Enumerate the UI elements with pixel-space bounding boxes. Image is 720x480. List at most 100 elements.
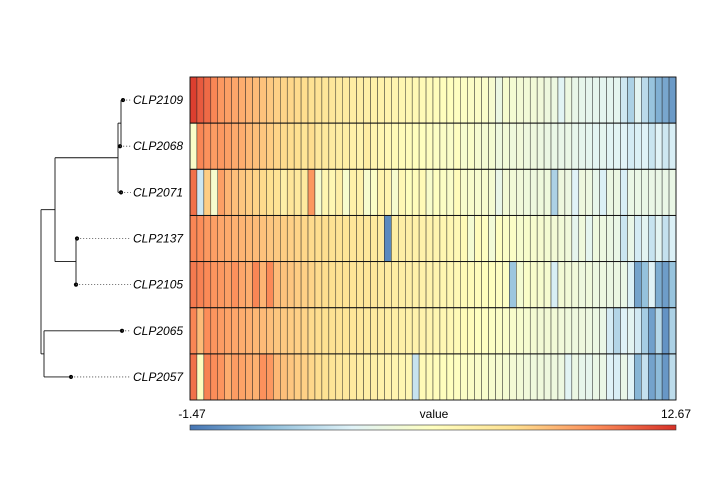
heatmap-cell bbox=[418, 215, 427, 262]
heatmap-cell bbox=[641, 307, 649, 355]
heatmap-cell bbox=[661, 215, 670, 262]
heatmap-cell bbox=[328, 307, 337, 355]
heatmap-cell bbox=[217, 261, 225, 308]
heatmap-cell bbox=[224, 307, 232, 355]
heatmap-cell bbox=[300, 307, 309, 355]
heatmap-cell bbox=[259, 307, 267, 355]
heatmap-cell bbox=[648, 76, 656, 124]
heatmap-cell bbox=[585, 307, 593, 355]
heatmap-cell bbox=[335, 215, 343, 262]
heatmap-cell bbox=[585, 122, 593, 170]
heatmap-cell bbox=[661, 307, 670, 355]
heatmap-cell bbox=[550, 169, 559, 216]
heatmap-cell bbox=[370, 169, 378, 216]
heatmap-cell bbox=[328, 76, 337, 124]
heatmap-cell bbox=[293, 307, 302, 355]
heatmap-cell bbox=[550, 76, 559, 124]
heatmap-cell bbox=[293, 261, 302, 308]
heatmap-cell bbox=[599, 261, 607, 308]
heatmap-cell bbox=[224, 76, 232, 124]
heatmap-cell bbox=[238, 76, 246, 124]
heatmap-cell bbox=[654, 169, 663, 216]
heatmap-cell bbox=[342, 76, 350, 124]
heatmap-cell bbox=[398, 169, 406, 216]
heatmap-cell bbox=[349, 261, 357, 308]
heatmap-cell bbox=[405, 122, 413, 170]
heatmap-cell bbox=[328, 122, 337, 170]
heatmap-cell bbox=[203, 215, 212, 262]
heatmap-cell bbox=[439, 261, 448, 308]
heatmap-cell bbox=[203, 261, 212, 308]
heatmap-cell bbox=[411, 261, 420, 308]
heatmap-cell bbox=[529, 122, 538, 170]
heatmap-cell bbox=[210, 169, 218, 216]
heatmap-cell bbox=[286, 76, 295, 124]
heatmap-cell bbox=[342, 307, 350, 355]
heatmap-cell bbox=[509, 76, 517, 124]
heatmap-cell bbox=[661, 76, 670, 124]
heatmap-cell bbox=[252, 122, 260, 170]
heatmap-cell bbox=[606, 169, 614, 216]
heatmap-cell bbox=[509, 215, 517, 262]
heatmap-cell bbox=[585, 261, 593, 308]
heatmap-cell bbox=[467, 122, 475, 170]
heatmap-cell bbox=[564, 122, 573, 170]
heatmap-cell bbox=[571, 353, 580, 401]
heatmap-cell bbox=[363, 353, 371, 401]
heatmap-cell bbox=[418, 353, 427, 401]
heatmap-cell bbox=[488, 169, 496, 216]
heatmap-cell bbox=[446, 76, 455, 124]
heatmap-cell bbox=[398, 76, 406, 124]
heatmap-cell bbox=[564, 169, 573, 216]
heatmap-cell bbox=[627, 353, 635, 401]
heatmap-cell bbox=[474, 307, 482, 355]
heatmap-cell bbox=[418, 261, 427, 308]
heatmap-cell bbox=[516, 76, 524, 124]
heatmap-cell bbox=[196, 215, 205, 262]
heatmap-cell bbox=[606, 76, 614, 124]
heatmap-cell bbox=[654, 261, 663, 308]
heatmap-cell bbox=[460, 76, 468, 124]
heatmap-cell bbox=[210, 122, 218, 170]
heatmap-cell bbox=[210, 76, 218, 124]
heatmap-cell bbox=[668, 76, 677, 124]
heatmap-cell bbox=[571, 169, 580, 216]
heatmap-cell bbox=[571, 307, 580, 355]
heatmap-cell bbox=[391, 76, 399, 124]
heatmap-cell bbox=[432, 169, 441, 216]
row-label: CLP2057 bbox=[133, 370, 184, 384]
heatmap-cell bbox=[557, 76, 566, 124]
heatmap-cell bbox=[210, 307, 218, 355]
heatmap-cell bbox=[377, 353, 385, 401]
heatmap-cell bbox=[314, 169, 323, 216]
heatmap-cell bbox=[411, 353, 420, 401]
row-outline bbox=[189, 353, 677, 401]
heatmap-cell bbox=[523, 76, 531, 124]
heatmap-cell bbox=[502, 76, 510, 124]
heatmap-cell bbox=[495, 169, 503, 216]
heatmap-cell bbox=[641, 215, 649, 262]
heatmap-cell bbox=[529, 76, 538, 124]
heatmap-cell bbox=[391, 215, 399, 262]
heatmap-cell bbox=[620, 307, 628, 355]
heatmap-cell bbox=[606, 122, 614, 170]
heatmap-cell bbox=[613, 122, 621, 170]
heatmap-cell bbox=[488, 261, 496, 308]
heatmap-cell bbox=[668, 169, 677, 216]
heatmap-cell bbox=[516, 215, 524, 262]
heatmap-cell bbox=[245, 122, 253, 170]
heatmap-cell bbox=[432, 215, 441, 262]
heatmap-cell bbox=[543, 353, 552, 401]
heatmap-cell bbox=[377, 76, 385, 124]
heatmap-cell bbox=[481, 76, 489, 124]
heatmap-cell bbox=[509, 261, 517, 308]
heatmap-cell bbox=[439, 215, 448, 262]
heatmap-cell bbox=[446, 169, 455, 216]
heatmap-cell bbox=[418, 307, 427, 355]
heatmap-cell bbox=[439, 353, 448, 401]
heatmap-cell bbox=[641, 122, 649, 170]
heatmap-cell bbox=[280, 76, 288, 124]
heatmap-cell bbox=[266, 122, 274, 170]
heatmap-cell bbox=[217, 76, 225, 124]
heatmap-cell bbox=[467, 169, 475, 216]
